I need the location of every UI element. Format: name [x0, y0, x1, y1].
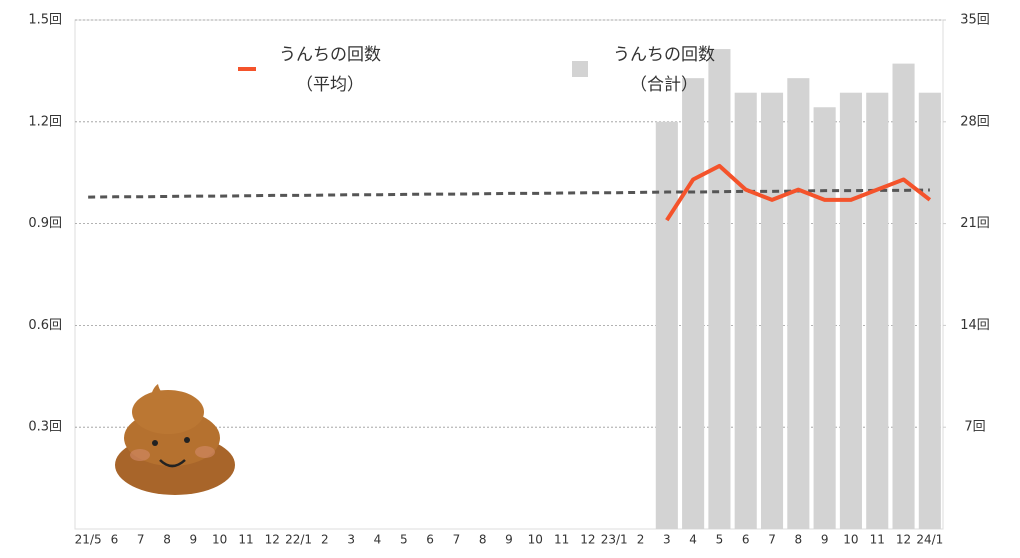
legend-swatch — [572, 61, 588, 77]
bar — [813, 107, 836, 529]
bar — [839, 92, 862, 529]
y2-tick-label: 35回 — [960, 13, 990, 28]
x-tick-label: 9 — [190, 533, 198, 547]
y2-tick-label: 14回 — [960, 318, 990, 333]
x-tick-label: 12 — [896, 533, 911, 547]
x-tick-label: 7 — [768, 533, 776, 547]
x-tick-label: 11 — [870, 533, 885, 547]
x-tick-label: 6 — [742, 533, 750, 547]
x-tick-label: 24/1 — [916, 533, 943, 547]
x-tick-label: 11 — [238, 533, 253, 547]
x-tick-label: 9 — [505, 533, 513, 547]
x-tick-label: 10 — [843, 533, 858, 547]
x-tick-label: 10 — [212, 533, 227, 547]
x-tick-label: 2 — [637, 533, 645, 547]
x-tick-label: 7 — [137, 533, 145, 547]
x-tick-label: 7 — [453, 533, 461, 547]
x-tick-label: 8 — [163, 533, 171, 547]
x-tick-label: 22/1 — [285, 533, 312, 547]
x-tick-label: 6 — [111, 533, 119, 547]
x-tick-label: 9 — [821, 533, 829, 547]
x-tick-label: 8 — [479, 533, 487, 547]
x-tick-label: 11 — [554, 533, 569, 547]
x-tick-label: 3 — [347, 533, 355, 547]
x-tick-label: 23/1 — [601, 533, 628, 547]
y-tick-label: 0.6回 — [28, 318, 62, 333]
x-tick-label: 5 — [400, 533, 408, 547]
x-tick-label: 12 — [265, 533, 280, 547]
bar — [682, 78, 705, 530]
bar — [866, 92, 889, 529]
y2-tick-label: 28回 — [960, 114, 990, 129]
average-line — [665, 163, 932, 222]
x-tick-label: 3 — [663, 533, 671, 547]
x-tick-label: 5 — [716, 533, 724, 547]
y2-tick-label: 7回 — [964, 420, 985, 435]
x-tick-label: 4 — [689, 533, 697, 547]
bar — [787, 78, 810, 530]
y-tick-label: 1.5回 — [28, 13, 62, 28]
x-tick-label: 12 — [580, 533, 595, 547]
bar — [892, 63, 915, 529]
x-tick-label: 8 — [795, 533, 803, 547]
x-tick-label: 6 — [426, 533, 434, 547]
bar — [760, 92, 784, 529]
legend-label: うんちの回数 （平均） — [279, 45, 381, 95]
x-tick-label: 10 — [528, 533, 543, 547]
y-tick-label: 1.2回 — [28, 114, 62, 129]
legend-swatch — [238, 67, 256, 71]
poop-illustration — [115, 384, 235, 495]
y2-tick-label: 21回 — [960, 216, 990, 231]
bar — [655, 121, 678, 530]
y-tick-label: 0.3回 — [28, 420, 62, 435]
x-tick-label: 21/5 — [75, 533, 102, 547]
legend-label: うんちの回数 （合計） — [613, 45, 715, 95]
x-tick-label: 2 — [321, 533, 329, 547]
bar — [918, 92, 941, 529]
bar — [734, 92, 757, 529]
y-tick-label: 0.9回 — [28, 216, 62, 231]
x-tick-label: 4 — [374, 533, 382, 547]
bar — [708, 49, 731, 529]
